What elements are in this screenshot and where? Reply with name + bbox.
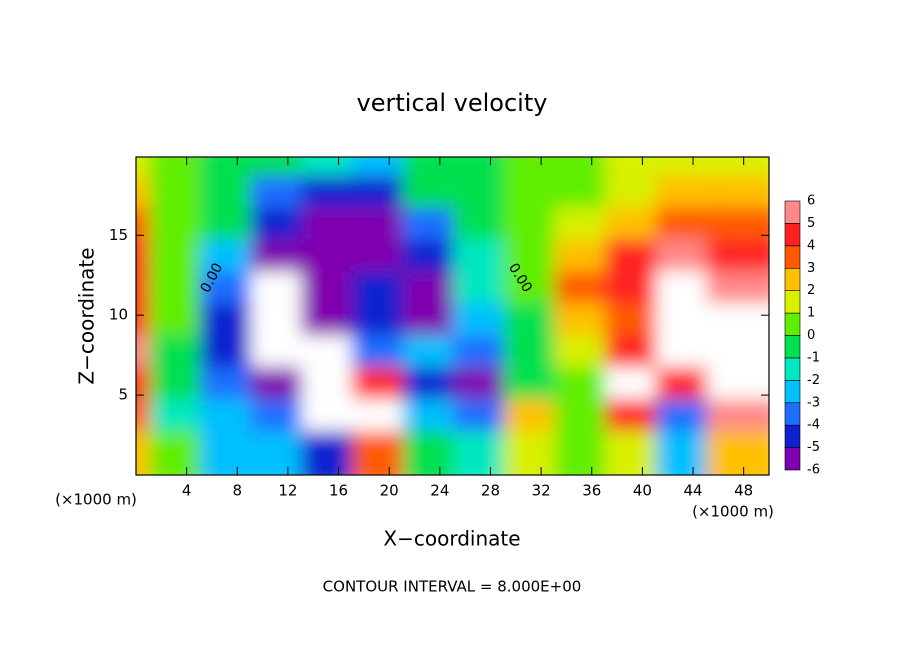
- colorbar-label: 5: [807, 216, 815, 231]
- colorbar-swatch: [784, 290, 801, 314]
- x-tick-label: 24: [430, 482, 449, 500]
- x-tick-label: 16: [329, 482, 348, 500]
- colorbar-label: -2: [807, 373, 820, 388]
- colorbar-label: 3: [807, 261, 815, 276]
- x-tick-label: 32: [532, 482, 551, 500]
- footer-note: CONTOUR INTERVAL = 8.000E+00: [323, 578, 582, 596]
- x-tick-label: 8: [233, 482, 243, 500]
- x-tick-label: 48: [734, 482, 753, 500]
- y-tick-label: 5: [118, 386, 128, 404]
- colorbar-swatch: [784, 357, 801, 381]
- field-cell: [706, 431, 769, 475]
- colorbar-label: -6: [807, 463, 820, 478]
- y-tick-label: 10: [109, 306, 128, 324]
- colorbar-swatch: [784, 380, 801, 404]
- colorbar-swatch: [784, 223, 801, 247]
- x-tick-label: 28: [481, 482, 500, 500]
- colorbar-label: -5: [807, 440, 820, 455]
- colorbar-label: 0: [807, 328, 815, 343]
- colorbar-label: -4: [807, 418, 820, 433]
- x-tick-label: 4: [182, 482, 192, 500]
- x-tick-label: 12: [278, 482, 297, 500]
- colorbar-label: 1: [807, 306, 815, 321]
- colorbar-label: 4: [807, 238, 815, 253]
- colorbar-label: 6: [807, 194, 815, 209]
- colorbar-label: 2: [807, 283, 815, 298]
- plot-frame: [135, 156, 770, 476]
- chart-title: vertical velocity: [357, 89, 548, 117]
- x-tick-label: 44: [683, 482, 702, 500]
- colorbar-swatch: [784, 447, 801, 471]
- x-tick-label: 36: [582, 482, 601, 500]
- colorbar-swatch: [784, 312, 801, 336]
- x-tick-label: 40: [633, 482, 652, 500]
- colorbar-swatch: [784, 424, 801, 448]
- colorbar-swatch: [784, 245, 801, 269]
- colorbar-swatch: [784, 200, 801, 224]
- colorbar-swatch: [784, 402, 801, 426]
- y-axis-label: Z−coordinate: [75, 247, 99, 384]
- colorbar-swatch: [784, 335, 801, 359]
- colorbar-swatch: [784, 267, 801, 291]
- colorbar-label: -3: [807, 395, 820, 410]
- x-unit: (×1000 m): [55, 491, 137, 509]
- x-axis-label: X−coordinate: [383, 527, 520, 551]
- y-tick-label: 15: [109, 226, 128, 244]
- x-tick-label: 20: [380, 482, 399, 500]
- colorbar-label: -1: [807, 350, 820, 365]
- x-unit: (×1000 m): [692, 503, 774, 521]
